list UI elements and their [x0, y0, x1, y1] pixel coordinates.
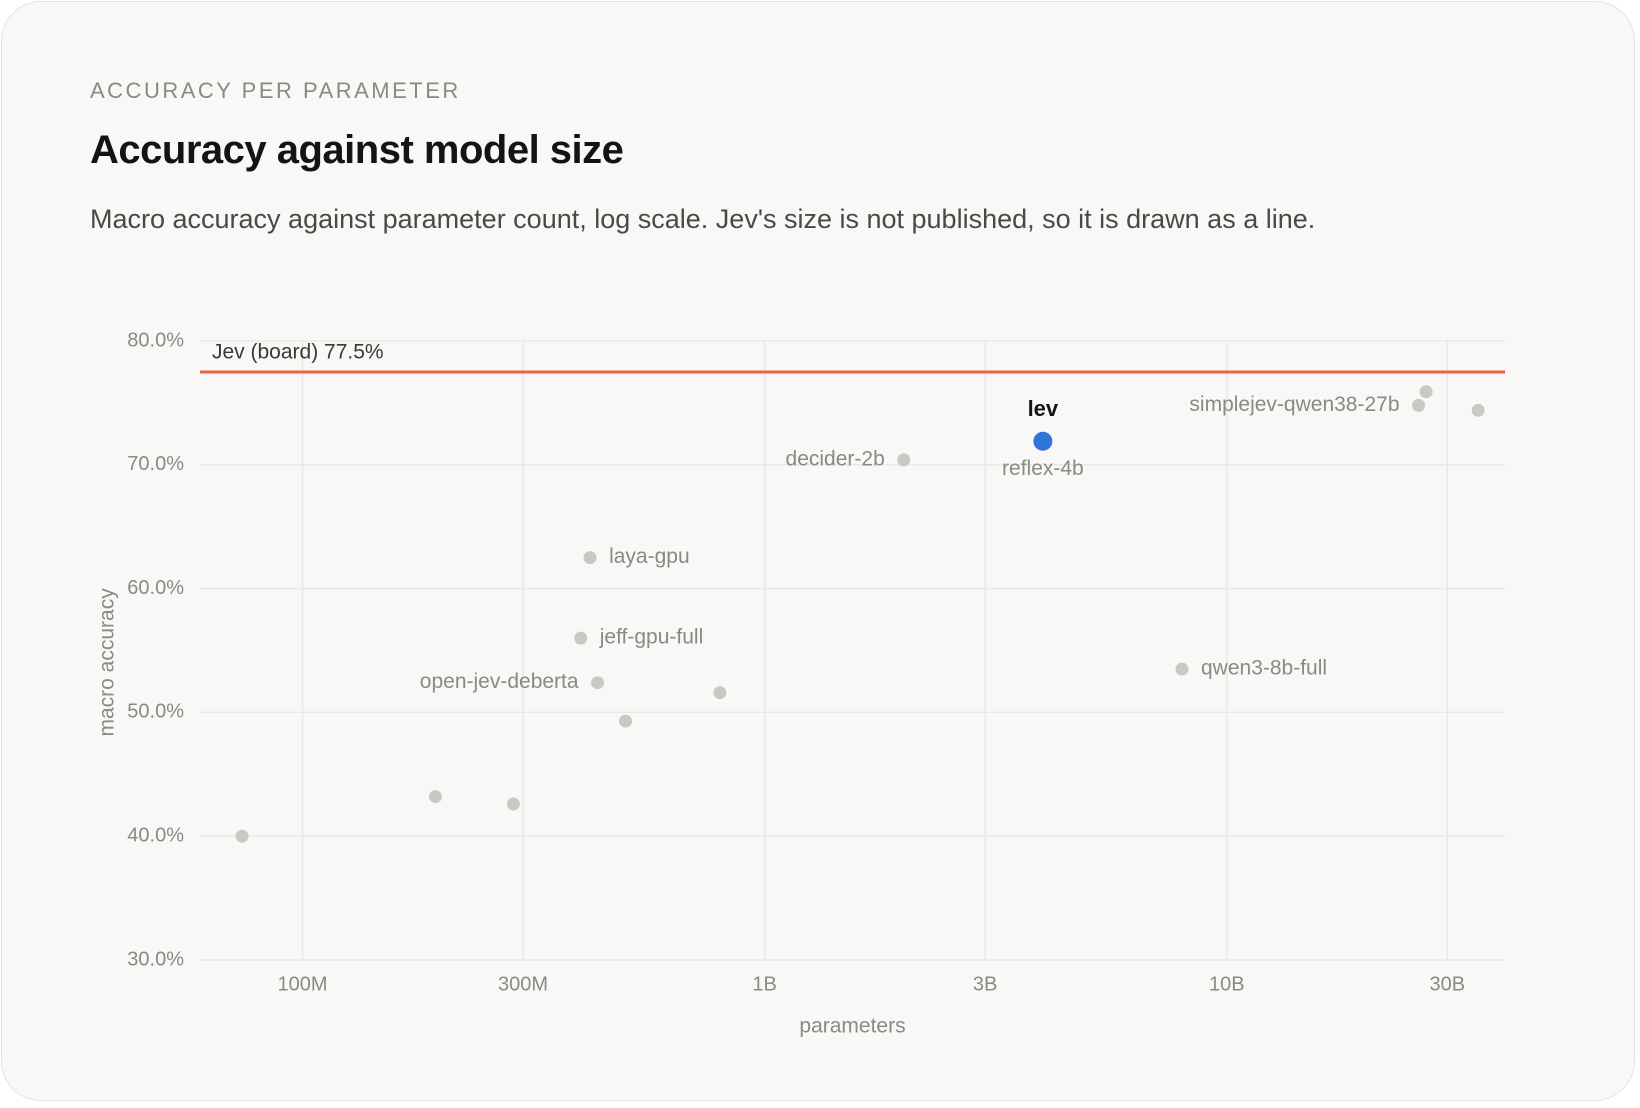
y-tick-label: 40.0% [127, 824, 184, 846]
highlight-point [1033, 431, 1053, 451]
point [1419, 385, 1433, 399]
x-tick-label: 100M [278, 973, 328, 995]
point-label: simplejev-qwen38-27b [1189, 393, 1399, 416]
y-tick-label: 30.0% [127, 948, 184, 970]
x-tick-label: 30B [1429, 973, 1465, 995]
y-axis-label: macro accuracy [96, 588, 119, 737]
point-label: reflex-4b [1002, 457, 1084, 480]
highlight-tag: lev [1028, 396, 1059, 421]
point [1175, 662, 1189, 676]
point [591, 676, 605, 690]
point-label: jeff-gpu-full [599, 626, 704, 649]
x-tick-label: 300M [498, 973, 548, 995]
point-label: qwen3-8b-full [1201, 657, 1327, 680]
point [897, 453, 911, 467]
point [506, 797, 520, 811]
title: Accuracy against model size [90, 128, 624, 172]
y-tick-label: 50.0% [127, 701, 184, 723]
point [574, 631, 588, 645]
point [583, 551, 597, 565]
x-tick-label: 1B [752, 973, 776, 995]
point [619, 714, 633, 728]
reference-label: Jev (board) 77.5% [212, 340, 384, 363]
point [713, 686, 727, 700]
point [235, 829, 249, 843]
point-label: decider-2b [786, 447, 885, 470]
point-label: open-jev-deberta [420, 670, 579, 693]
x-tick-label: 10B [1209, 973, 1245, 995]
point [429, 790, 443, 804]
y-tick-label: 60.0% [127, 577, 184, 599]
x-tick-label: 3B [973, 973, 997, 995]
point [1471, 403, 1485, 417]
point-label: laya-gpu [609, 545, 690, 568]
subtitle: Macro accuracy against parameter count, … [90, 204, 1316, 234]
y-tick-label: 80.0% [127, 329, 184, 351]
y-tick-label: 70.0% [127, 453, 184, 475]
point [1412, 398, 1426, 412]
eyebrow: ACCURACY PER PARAMETER [90, 78, 461, 103]
x-axis-label: parameters [799, 1015, 905, 1038]
